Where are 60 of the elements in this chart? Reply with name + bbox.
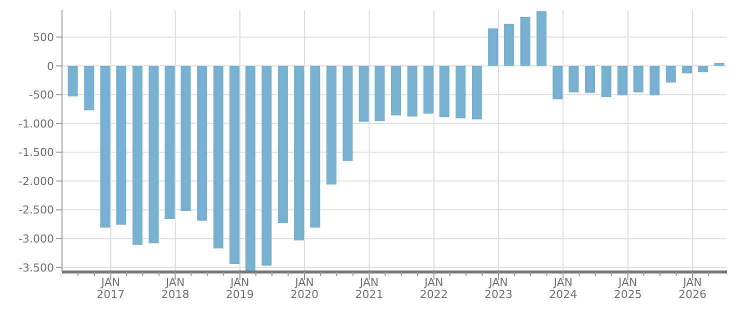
bar	[374, 66, 385, 122]
x-tick-label: JAN 2025	[614, 276, 642, 301]
x-tick-label: JAN 2018	[161, 276, 190, 301]
bar	[262, 66, 272, 266]
bar	[407, 66, 418, 117]
bar	[536, 11, 547, 66]
bar	[116, 66, 126, 225]
bar	[342, 66, 353, 161]
bar	[100, 66, 110, 228]
x-tick-label: JAN 2019	[226, 276, 254, 301]
y-tick-label: -3.500	[18, 261, 54, 274]
x-tick-label: JAN 2017	[96, 276, 125, 301]
bar	[310, 66, 320, 228]
y-tick-label: 0	[47, 60, 54, 73]
bar	[666, 66, 676, 83]
bar	[423, 66, 434, 114]
x-tick-label: JAN 2024	[549, 276, 578, 301]
y-tick-label: 500	[33, 30, 54, 44]
bar	[650, 66, 660, 96]
bar	[520, 16, 530, 66]
bar	[164, 66, 175, 220]
bar	[568, 66, 579, 92]
bar	[180, 66, 191, 211]
bar	[245, 66, 256, 271]
bar	[197, 66, 208, 221]
bar	[488, 28, 498, 66]
bar	[358, 66, 369, 122]
bar	[601, 66, 612, 97]
x-tick-label: JAN 2020	[290, 276, 318, 301]
y-tick-label: -500	[29, 88, 54, 102]
bar	[633, 66, 644, 92]
bar	[456, 66, 466, 118]
bar	[294, 66, 304, 240]
bar	[698, 66, 708, 72]
bar	[552, 66, 563, 100]
bar	[148, 66, 159, 244]
bar	[714, 62, 724, 66]
y-tick-label: -1.000	[18, 117, 54, 130]
x-tick-label: JAN 2021	[355, 276, 384, 301]
y-tick-label: -1.500	[18, 146, 54, 160]
bar	[504, 24, 514, 66]
bar	[617, 66, 628, 96]
y-tick-label: -2.500	[18, 204, 54, 217]
bar	[68, 66, 78, 96]
bar	[278, 66, 288, 224]
bar	[84, 66, 94, 110]
y-tick-label: -2.000	[18, 174, 54, 188]
bar	[229, 66, 240, 264]
bar	[326, 66, 336, 184]
x-tick-label: JAN 2022	[420, 276, 448, 301]
bar	[682, 66, 692, 74]
bar	[132, 66, 142, 245]
bar	[213, 66, 224, 248]
bar	[391, 66, 402, 116]
bar	[585, 66, 596, 93]
y-tick-label: -3.000	[18, 232, 54, 246]
x-tick-label: JAN 2026	[678, 276, 706, 301]
bar	[472, 66, 482, 120]
x-tick-label: JAN 2023	[484, 276, 512, 301]
bar	[439, 66, 450, 118]
